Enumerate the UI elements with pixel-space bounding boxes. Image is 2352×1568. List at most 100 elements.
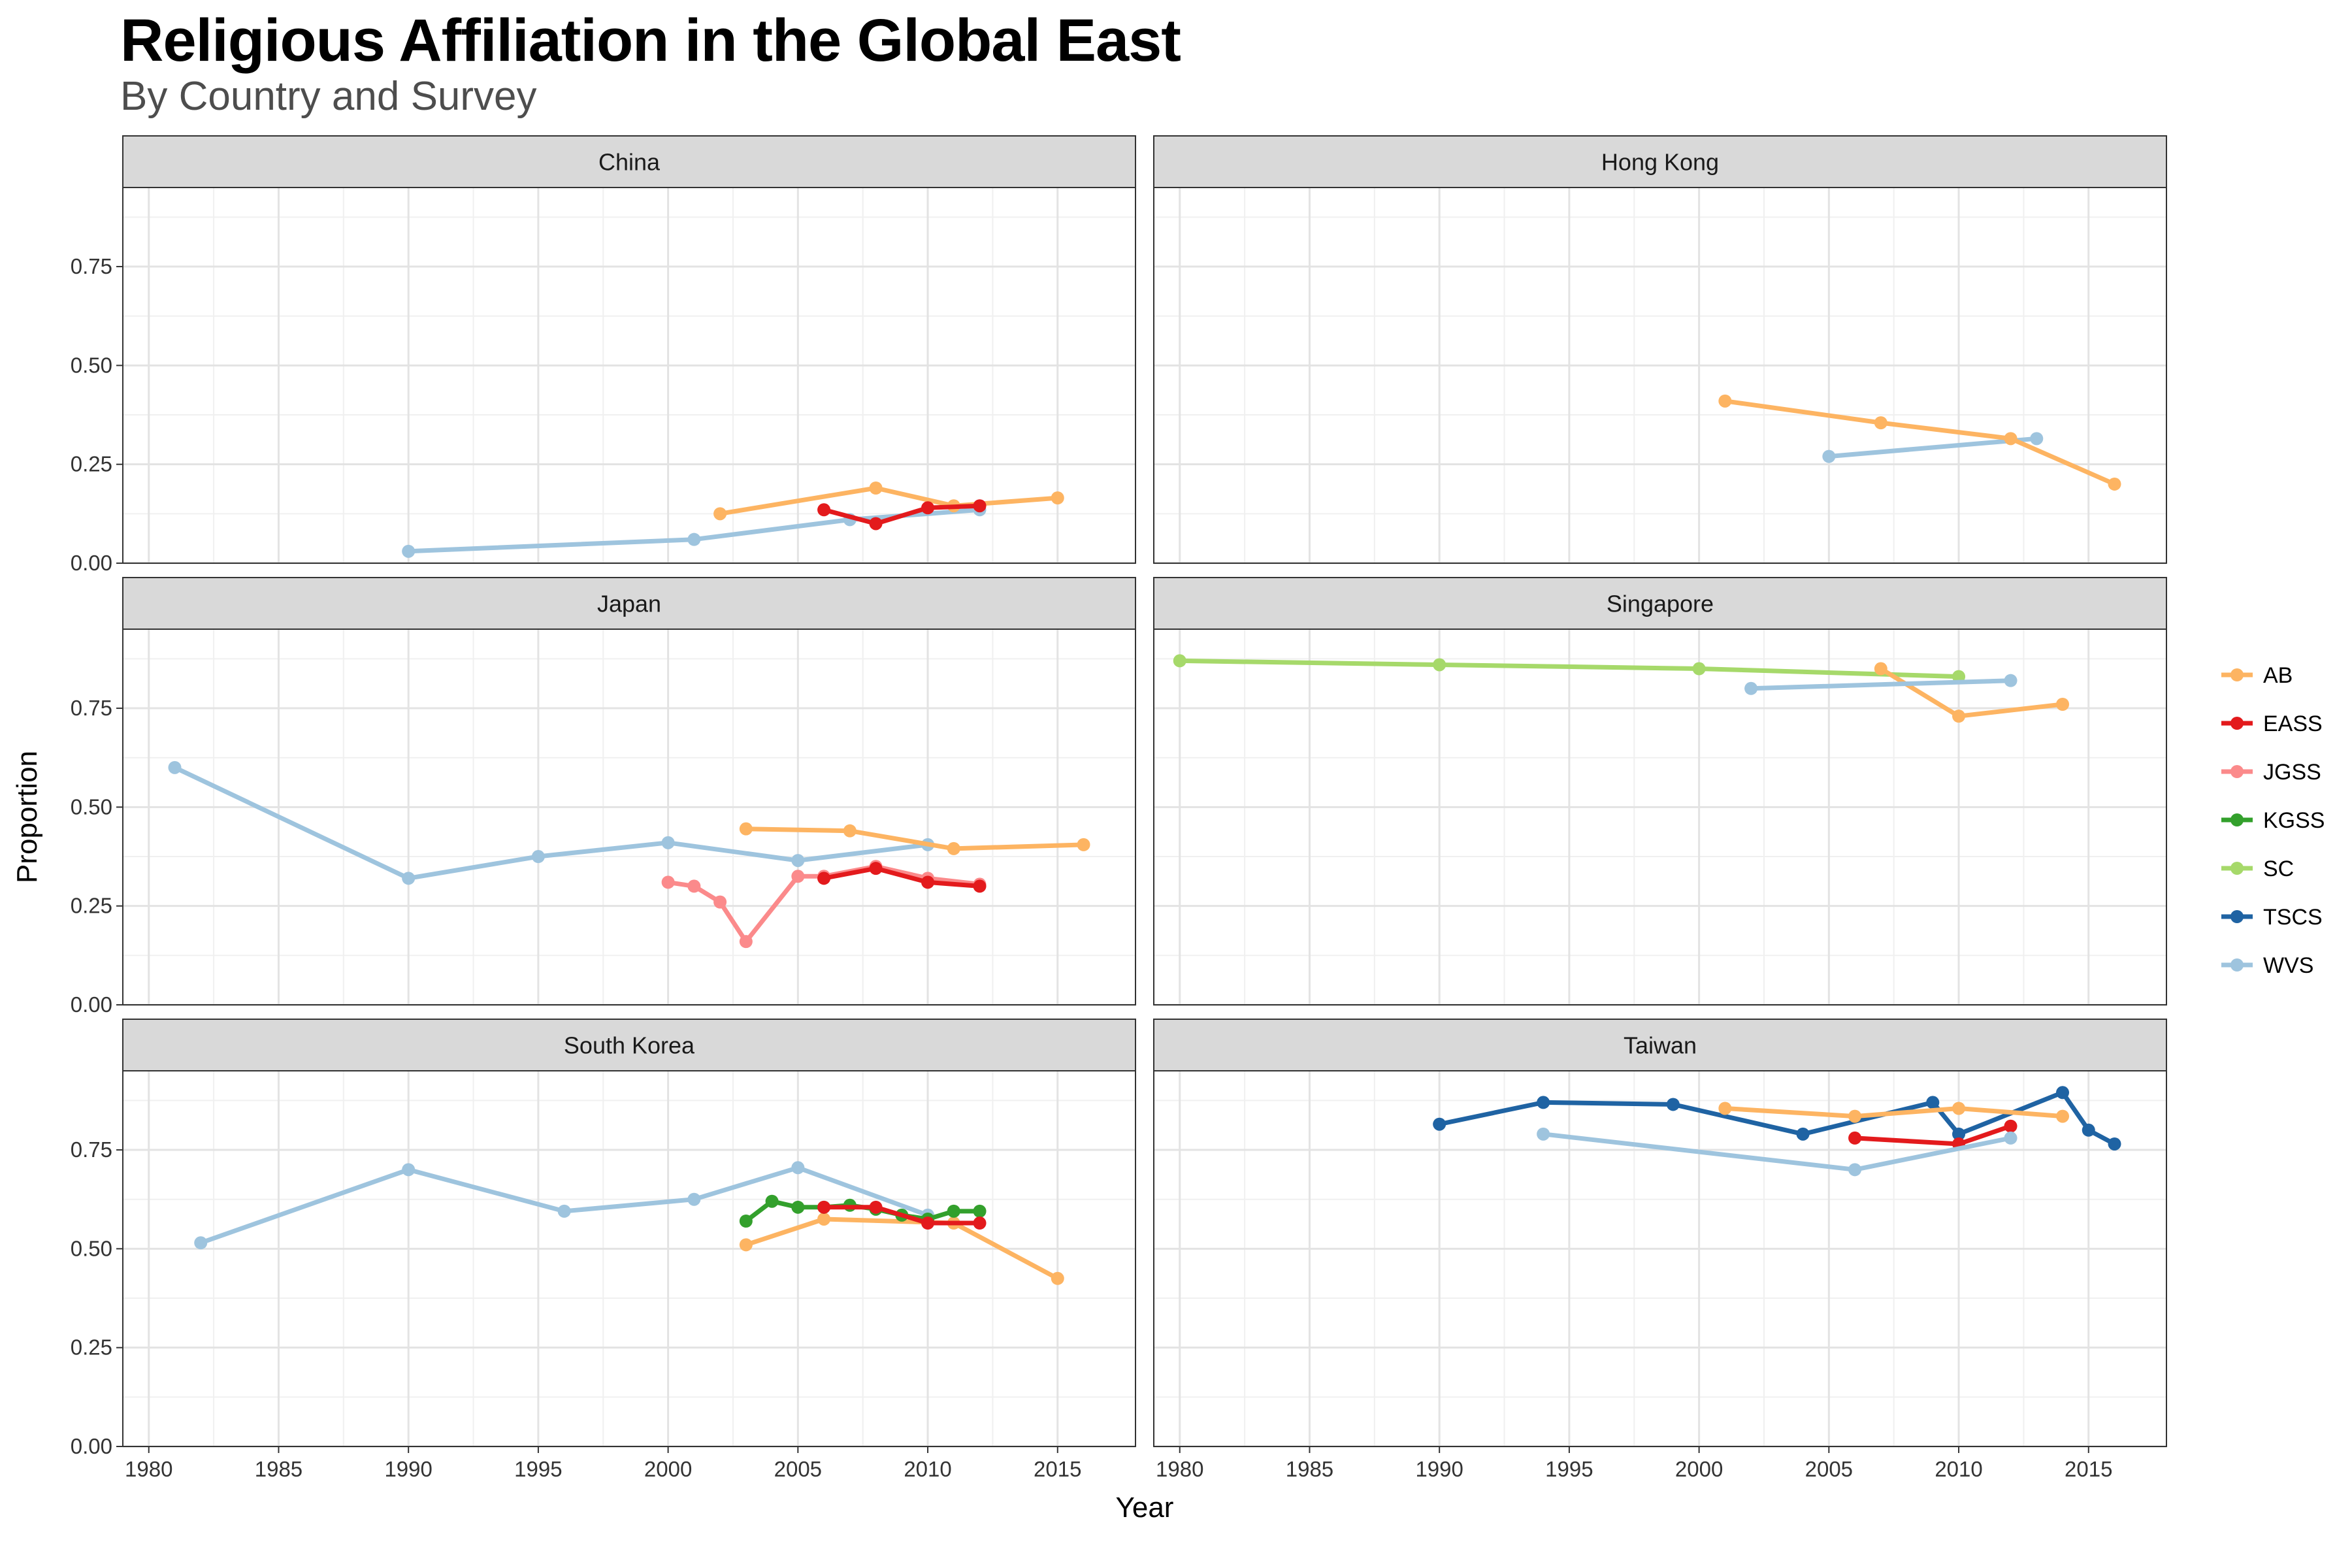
strip-label: China — [598, 149, 661, 176]
x-tick-label: 2000 — [644, 1457, 692, 1481]
data-point-eass — [817, 503, 831, 517]
x-tick-label: 1995 — [1545, 1457, 1593, 1481]
y-tick-label: 0.50 — [71, 1236, 112, 1260]
data-point-eass — [973, 499, 987, 513]
x-tick-label: 2005 — [1805, 1457, 1853, 1481]
data-point-ab — [739, 822, 753, 836]
legend-label: SC — [2263, 857, 2294, 881]
data-point-eass — [817, 872, 831, 885]
data-point-tscs — [2056, 1086, 2070, 1100]
data-point-eass — [973, 879, 987, 893]
x-tick-label: 1980 — [1156, 1457, 1203, 1481]
data-point-wvs — [687, 1192, 701, 1206]
legend-label: JGSS — [2263, 760, 2321, 785]
x-tick-label: 2015 — [1034, 1457, 1081, 1481]
data-point-ab — [947, 841, 960, 855]
data-point-wvs — [2004, 1131, 2017, 1145]
data-point-wvs — [661, 836, 675, 849]
data-point-wvs — [1744, 681, 1758, 695]
legend-label: WVS — [2263, 953, 2313, 978]
data-point-kgss — [739, 1215, 753, 1228]
data-point-jgss — [713, 895, 727, 909]
data-point-ab — [817, 1212, 831, 1226]
panel-south-korea: South Korea 0.00 0.25 0.50 0.75 1980 1985 1990 1… — [71, 1019, 1136, 1481]
data-point-ab — [2056, 698, 2070, 711]
legend-key-point — [2230, 765, 2244, 778]
data-point-wvs — [1537, 1127, 1550, 1141]
data-point-tscs — [1537, 1096, 1550, 1109]
data-point-kgss — [973, 1204, 987, 1218]
data-point-jgss — [687, 879, 701, 893]
data-point-tscs — [2082, 1123, 2095, 1137]
data-point-wvs — [402, 544, 416, 558]
plot-area-japan — [123, 629, 1135, 1005]
legend-item-ab: AB — [2221, 663, 2293, 688]
series-line-wvs — [1826, 436, 2039, 459]
data-point-kgss — [791, 1200, 805, 1214]
data-point-ab — [1051, 491, 1064, 505]
strip-label: Japan — [597, 591, 661, 617]
data-point-wvs — [2030, 432, 2044, 446]
data-point-tscs — [1666, 1098, 1680, 1111]
series-line-wvs — [198, 1165, 930, 1245]
panel-border-hong-kong — [1153, 187, 2167, 564]
plot-area-singapore — [1154, 629, 2166, 1005]
strip-hong-kong — [1153, 135, 2167, 188]
data-point-tscs — [1926, 1096, 1940, 1109]
data-point-jgss — [739, 935, 753, 949]
y-tick-label: 0.25 — [71, 452, 112, 476]
x-tick-label: 2000 — [1675, 1457, 1723, 1481]
strip-south-korea — [122, 1019, 1136, 1071]
legend: AB EASS JGSS KGSS SC TSCS WVS — [2221, 663, 2325, 978]
legend-key-point — [2230, 910, 2244, 923]
panel-border-taiwan — [1153, 1070, 2167, 1447]
legend-label: EASS — [2263, 711, 2323, 736]
legend-label: TSCS — [2263, 905, 2323, 930]
data-point-wvs — [791, 1161, 805, 1175]
data-point-eass — [869, 862, 883, 875]
panel-singapore: Singapore — [1153, 577, 2167, 1006]
series-line-ab — [743, 1217, 1060, 1281]
data-point-kgss — [765, 1194, 779, 1208]
data-point-eass — [2004, 1119, 2017, 1133]
x-tick-label: 1980 — [125, 1457, 172, 1481]
panel-border-japan — [122, 629, 1136, 1005]
legend-key-point — [2230, 813, 2244, 826]
x-tick-label: 2005 — [774, 1457, 822, 1481]
legend-item-eass: EASS — [2221, 711, 2323, 736]
legend-item-kgss: KGSS — [2221, 808, 2325, 833]
legend-key-point — [2230, 668, 2244, 681]
series-line-ab — [1722, 399, 2117, 487]
series-line-ab — [1722, 1106, 2065, 1119]
data-point-tscs — [2108, 1137, 2121, 1151]
data-point-ab — [2108, 477, 2121, 491]
data-point-wvs — [557, 1204, 571, 1218]
data-point-wvs — [402, 1163, 416, 1177]
strip-label: Hong Kong — [1601, 149, 1719, 176]
strip-label: Singapore — [1607, 591, 1714, 617]
strip-japan — [122, 577, 1136, 630]
data-point-ab — [1051, 1271, 1064, 1285]
x-tick-label: 1995 — [514, 1457, 562, 1481]
x-tick-label: 1990 — [384, 1457, 432, 1481]
data-point-tscs — [1433, 1117, 1446, 1131]
strip-taiwan — [1153, 1019, 2167, 1071]
data-point-wvs — [1848, 1163, 1862, 1177]
legend-item-tscs: TSCS — [2221, 905, 2323, 930]
data-point-eass — [817, 1200, 831, 1214]
data-point-jgss — [661, 875, 675, 889]
data-point-eass — [869, 1200, 883, 1214]
data-point-jgss — [791, 870, 805, 883]
y-tick-label: 0.00 — [71, 992, 112, 1017]
data-point-ab — [843, 824, 857, 838]
data-point-eass — [869, 517, 883, 531]
strip-label: South Korea — [564, 1032, 695, 1059]
series-line-wvs — [172, 765, 930, 881]
panel-border-china — [122, 187, 1136, 564]
series-line-wvs — [406, 507, 982, 554]
legend-key-point — [2230, 717, 2244, 730]
x-axis-title: Year — [1116, 1492, 1174, 1524]
y-tick-label: 0.75 — [71, 696, 112, 720]
chart-title: Religious Affiliation in the Global East — [120, 7, 1181, 74]
x-tick-label: 2010 — [1935, 1457, 1982, 1481]
